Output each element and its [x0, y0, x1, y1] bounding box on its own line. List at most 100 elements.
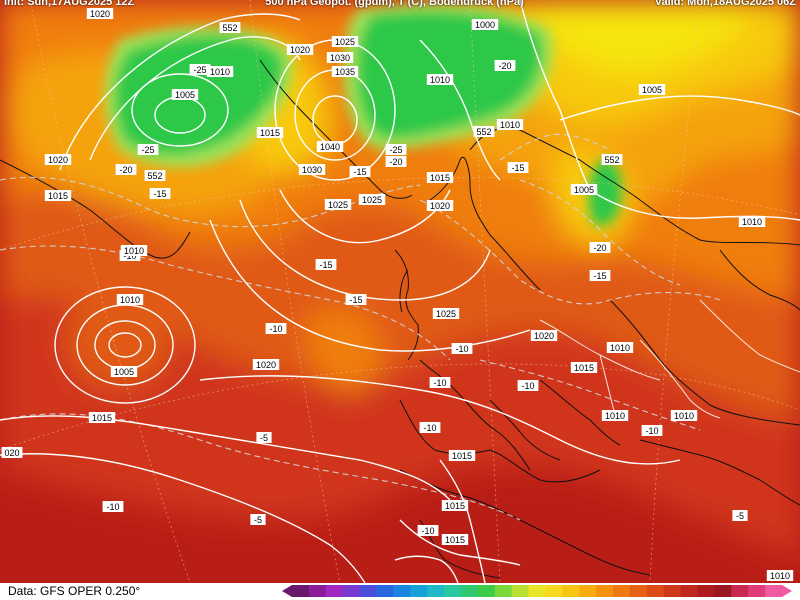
temperature-label: -15	[589, 270, 611, 281]
svg-text:1015: 1015	[452, 451, 472, 461]
svg-text:1015: 1015	[260, 128, 280, 138]
pressure-label: 1025	[324, 199, 352, 210]
pressure-label: 1020	[286, 44, 314, 55]
pressure-label: 1015	[44, 190, 72, 201]
svg-text:1010: 1010	[120, 295, 140, 305]
pressure-label: 1015	[448, 450, 476, 461]
temperature-label: -15	[149, 188, 171, 199]
color-scale-legend	[282, 585, 792, 597]
temperature-label: -10	[419, 422, 441, 433]
temperature-label: -10	[102, 501, 124, 512]
pressure-label: 1030	[326, 52, 354, 63]
temperature-label: -5	[256, 432, 272, 443]
geopotential-label: 552	[601, 154, 623, 165]
svg-text:552: 552	[147, 171, 162, 181]
pressure-label: 1005	[570, 184, 598, 195]
pressure-label: 1025	[432, 308, 460, 319]
scale-swatch	[646, 585, 665, 597]
svg-text:1025: 1025	[335, 37, 355, 47]
temperature-label: -25	[137, 144, 159, 155]
svg-text:1010: 1010	[430, 75, 450, 85]
pressure-label: 1035	[331, 66, 359, 77]
svg-text:-15: -15	[511, 163, 524, 173]
svg-text:-15: -15	[353, 167, 366, 177]
temperature-label: -10	[429, 377, 451, 388]
temperature-label: -10	[451, 343, 473, 354]
temperature-isotherms	[0, 133, 721, 521]
scale-swatch	[511, 585, 530, 597]
geopotential-label: 552	[219, 22, 241, 33]
svg-text:-10: -10	[421, 526, 434, 536]
svg-text:-25: -25	[389, 145, 402, 155]
pressure-label: 1015	[570, 362, 598, 373]
svg-text:-5: -5	[254, 515, 262, 525]
svg-text:552: 552	[222, 23, 237, 33]
geopotential-label: 552	[144, 170, 166, 181]
svg-text:-5: -5	[260, 433, 268, 443]
pressure-label: 1010	[670, 410, 698, 421]
svg-text:1030: 1030	[330, 53, 350, 63]
pressure-label: 1020	[86, 8, 114, 19]
temperature-label: -15	[507, 162, 529, 173]
pressure-label: 1015	[426, 172, 454, 183]
pressure-label: 1020	[252, 359, 280, 370]
svg-text:1010: 1010	[210, 67, 230, 77]
map-header: Init: Sun,17AUG2025 12Z 500 hPa Geopot. …	[0, 0, 800, 8]
pressure-label: 1015	[256, 127, 284, 138]
svg-text:1015: 1015	[445, 535, 465, 545]
svg-text:-10: -10	[455, 344, 468, 354]
svg-text:1010: 1010	[124, 246, 144, 256]
map-footer: Data: GFS OPER 0.250°	[0, 583, 800, 600]
scale-swatch	[765, 585, 783, 597]
scale-swatch	[393, 585, 411, 597]
svg-text:-15: -15	[153, 189, 166, 199]
svg-text:1005: 1005	[574, 185, 594, 195]
scale-swatch	[477, 585, 496, 597]
svg-text:552: 552	[604, 155, 619, 165]
svg-text:1020: 1020	[534, 331, 554, 341]
svg-text:1000: 1000	[475, 20, 495, 30]
pressure-label: 1010	[738, 216, 766, 227]
scale-swatch	[292, 585, 310, 597]
temperature-label: -20	[494, 60, 516, 71]
pressure-label: 1040	[316, 141, 344, 152]
temperature-label: -25	[385, 144, 407, 155]
pressure-label: 1010	[116, 294, 144, 305]
temperature-label: -25	[189, 64, 211, 75]
svg-text:-10: -10	[423, 423, 436, 433]
scale-swatch	[714, 585, 732, 597]
svg-text:1015: 1015	[92, 413, 112, 423]
svg-text:1020: 1020	[430, 201, 450, 211]
svg-text:1005: 1005	[175, 90, 195, 100]
valid-time: Valid: Mon,18AUG2025 06Z	[654, 0, 796, 8]
lat-lon-grid	[0, 0, 800, 583]
surface-pressure-isobars	[0, 0, 800, 583]
pressure-label: 1020	[530, 330, 558, 341]
svg-text:-20: -20	[593, 243, 606, 253]
svg-text:1040: 1040	[320, 142, 340, 152]
scale-swatch	[460, 585, 479, 597]
temperature-label: -20	[589, 242, 611, 253]
svg-text:1025: 1025	[436, 309, 456, 319]
svg-text:1030: 1030	[302, 165, 322, 175]
svg-text:-10: -10	[433, 378, 446, 388]
scale-swatch	[545, 585, 563, 597]
svg-text:-10: -10	[521, 381, 534, 391]
pressure-label: 020	[1, 447, 23, 458]
scale-arrow-left	[282, 585, 292, 597]
scale-swatch	[629, 585, 648, 597]
pressure-label: 1010	[766, 570, 794, 581]
scale-swatch	[528, 585, 546, 597]
scale-swatch	[731, 585, 749, 597]
data-source: Data: GFS OPER 0.250°	[8, 584, 141, 598]
pressure-label: 1005	[638, 84, 666, 95]
contour-labels: 1020 552 1020 1025 1000 1010 -25 1005 1030 1035 -2…	[1, 8, 794, 581]
svg-text:1010: 1010	[674, 411, 694, 421]
svg-text:1010: 1010	[742, 217, 762, 227]
scale-swatch	[494, 585, 513, 597]
geopotential-map: 1020 552 1020 1025 1000 1010 -25 1005 1030 1035 -2…	[0, 0, 800, 583]
svg-text:1010: 1010	[605, 411, 625, 421]
scale-swatch	[410, 585, 428, 597]
svg-text:1025: 1025	[328, 200, 348, 210]
